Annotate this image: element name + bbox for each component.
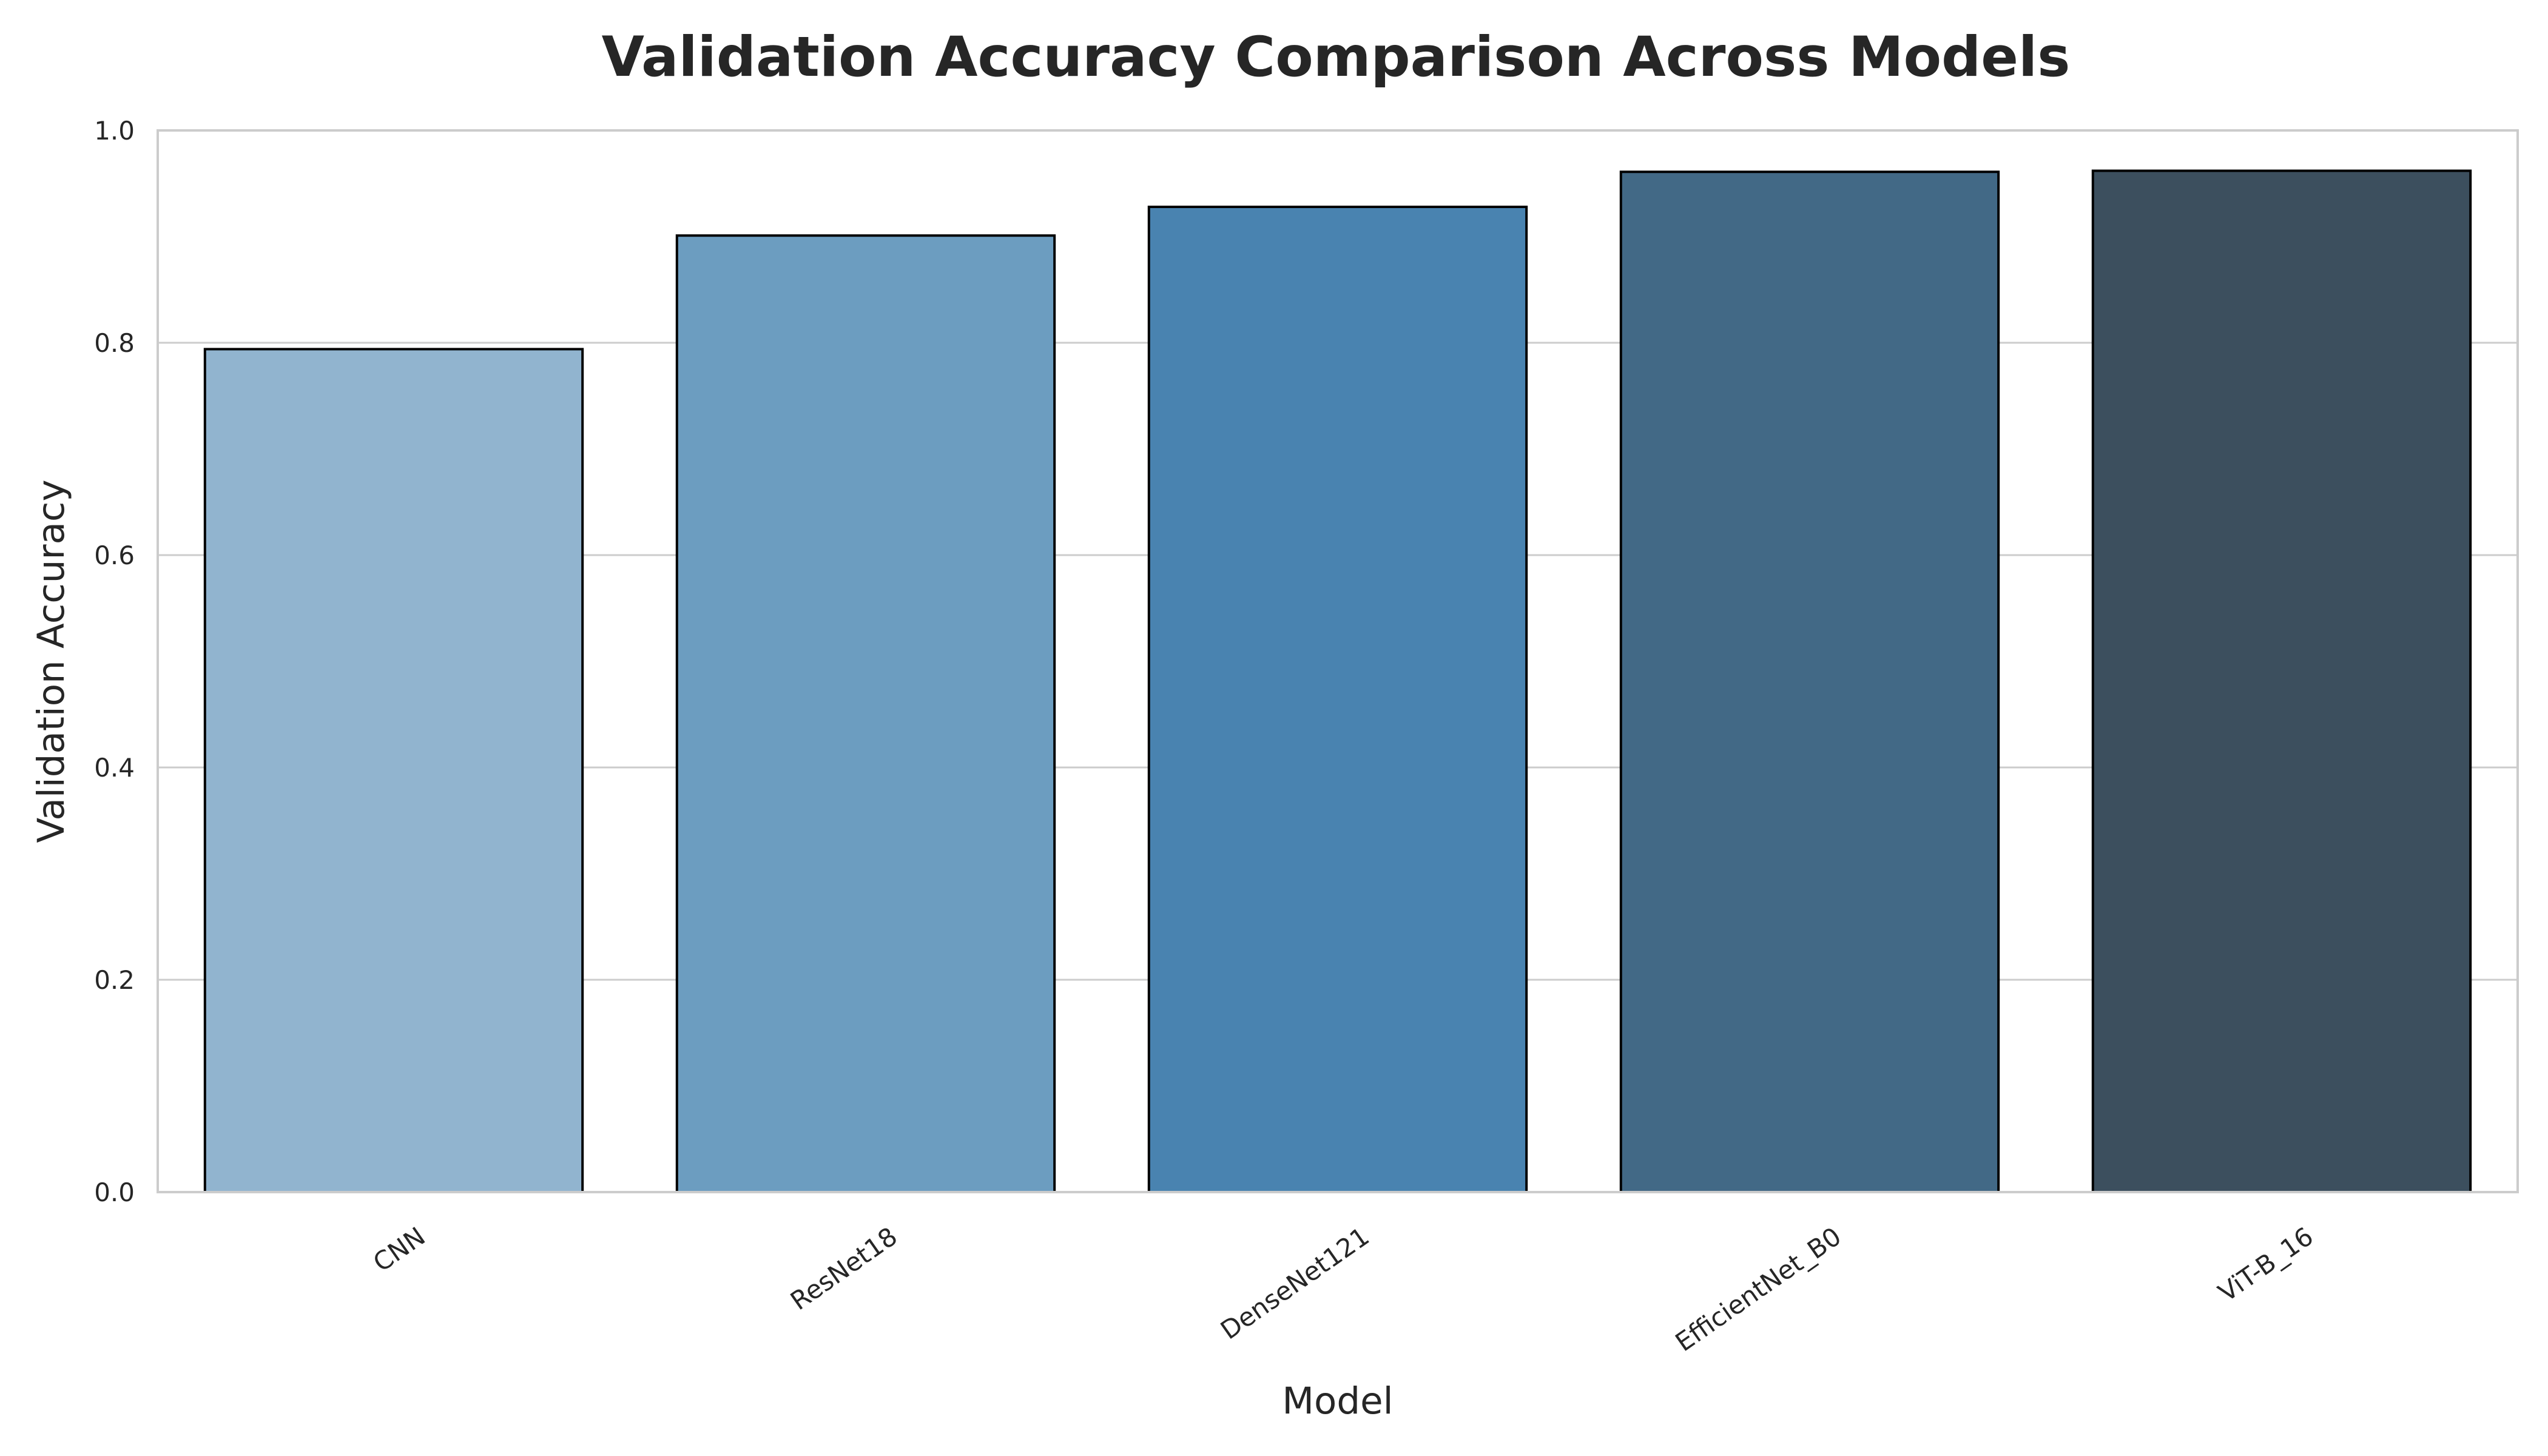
y-tick-label: 0.8 — [94, 328, 135, 358]
bar-vit-b-16 — [2091, 169, 2472, 1193]
y-tick-label: 0.0 — [94, 1178, 135, 1207]
x-axis-label: Model — [1282, 1380, 1393, 1423]
y-tick-label: 0.6 — [94, 541, 135, 570]
y-tick-label: 1.0 — [94, 116, 135, 146]
bar-efficientnet-b0 — [1619, 170, 2000, 1193]
bar-cnn — [203, 348, 584, 1193]
y-tick-label: 0.4 — [94, 753, 135, 783]
y-axis-label: Validation Accuracy — [30, 479, 73, 843]
plot-frame — [157, 129, 2519, 1193]
y-tick-label: 0.2 — [94, 965, 135, 995]
bars — [203, 169, 2472, 1193]
chart-title: Validation Accuracy Comparison Across Mo… — [602, 25, 2071, 89]
bar-resnet18 — [675, 234, 1056, 1193]
bar-densenet121 — [1147, 206, 1528, 1193]
y-tick-labels: 0.0 0.2 0.4 0.6 0.8 1.0 — [94, 116, 135, 1207]
